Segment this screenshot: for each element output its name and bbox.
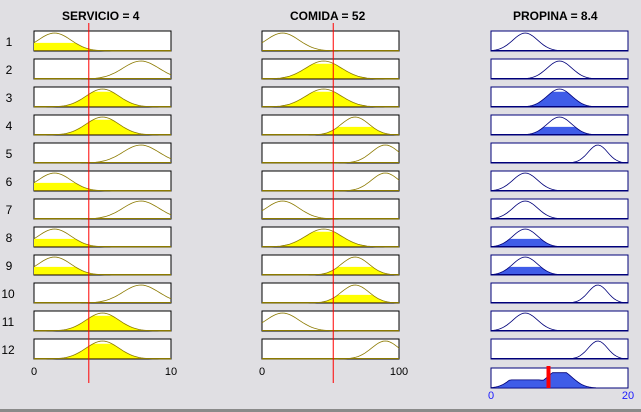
- comida-tick-min: 0: [258, 366, 266, 378]
- rule-number: 1: [5, 35, 13, 49]
- rule-number: 11: [1, 315, 15, 329]
- servicio-header: SERVICIO = 4: [62, 9, 140, 23]
- comida-mf-8-fill: [262, 231, 399, 247]
- rule-number: 9: [5, 259, 13, 273]
- propina-tick-max: 20: [621, 390, 635, 402]
- rule-number: 2: [5, 63, 13, 77]
- comida-mf-3-fill: [262, 91, 399, 107]
- propina-mf-5-frame: [490, 142, 629, 164]
- comida-mf-6-frame: [261, 170, 400, 192]
- rule-number: 8: [5, 231, 13, 245]
- propina-aggregate-fill: [490, 372, 628, 389]
- servicio-mf-1-fill: [34, 42, 171, 51]
- propina-mf-8-fill: [491, 238, 628, 247]
- comida-mf-12-frame: [261, 338, 400, 360]
- servicio-mf-7-frame: [33, 198, 172, 220]
- comida-tick-max: 100: [389, 366, 409, 378]
- servicio-mf-6-fill: [34, 182, 171, 191]
- propina-header: PROPINA = 8.4: [513, 9, 598, 23]
- servicio-mf-5-frame: [33, 142, 172, 164]
- comida-mf-5-frame: [261, 142, 400, 164]
- servicio-mf-2-frame: [33, 58, 172, 80]
- comida-mf-1-frame: [261, 30, 400, 52]
- servicio-mf-4-fill: [34, 119, 171, 135]
- servicio-mf-3-fill: [34, 91, 171, 107]
- rule-number: 7: [5, 203, 13, 217]
- servicio-mf-9-fill: [34, 266, 171, 275]
- servicio-mf-12-fill: [34, 343, 171, 359]
- comida-mf-9-fill: [262, 266, 399, 275]
- rule-number: 6: [5, 175, 13, 189]
- propina-mf-2-frame: [490, 58, 629, 80]
- rule-number: 4: [5, 119, 13, 133]
- propina-mf-10-frame: [490, 282, 629, 304]
- propina-mf-12-frame: [490, 338, 629, 360]
- propina-mf-4-fill: [491, 126, 628, 135]
- servicio-mf-8-fill: [34, 238, 171, 247]
- status-bar: [0, 409, 641, 412]
- servicio-mf-11-fill: [34, 315, 171, 331]
- rule-number: 3: [5, 91, 13, 105]
- servicio-tick-min: 0: [30, 366, 38, 378]
- comida-mf-10-fill: [262, 294, 399, 303]
- propina-tick-min: 0: [487, 390, 495, 402]
- rule-number: 10: [1, 287, 15, 301]
- comida-mf-7-frame: [261, 198, 400, 220]
- servicio-mf-10-frame: [33, 282, 172, 304]
- comida-mf-4-fill: [262, 126, 399, 135]
- rule-number: 12: [1, 343, 15, 357]
- propina-mf-9-fill: [491, 266, 628, 275]
- comida-mf-2-fill: [262, 63, 399, 79]
- comida-header: COMIDA = 52: [290, 9, 366, 23]
- rule-number: 5: [5, 147, 13, 161]
- propina-mf-3-fill: [491, 91, 628, 107]
- propina-output-marker: [546, 366, 551, 388]
- servicio-tick-max: 10: [164, 366, 178, 378]
- comida-mf-11-frame: [261, 310, 400, 332]
